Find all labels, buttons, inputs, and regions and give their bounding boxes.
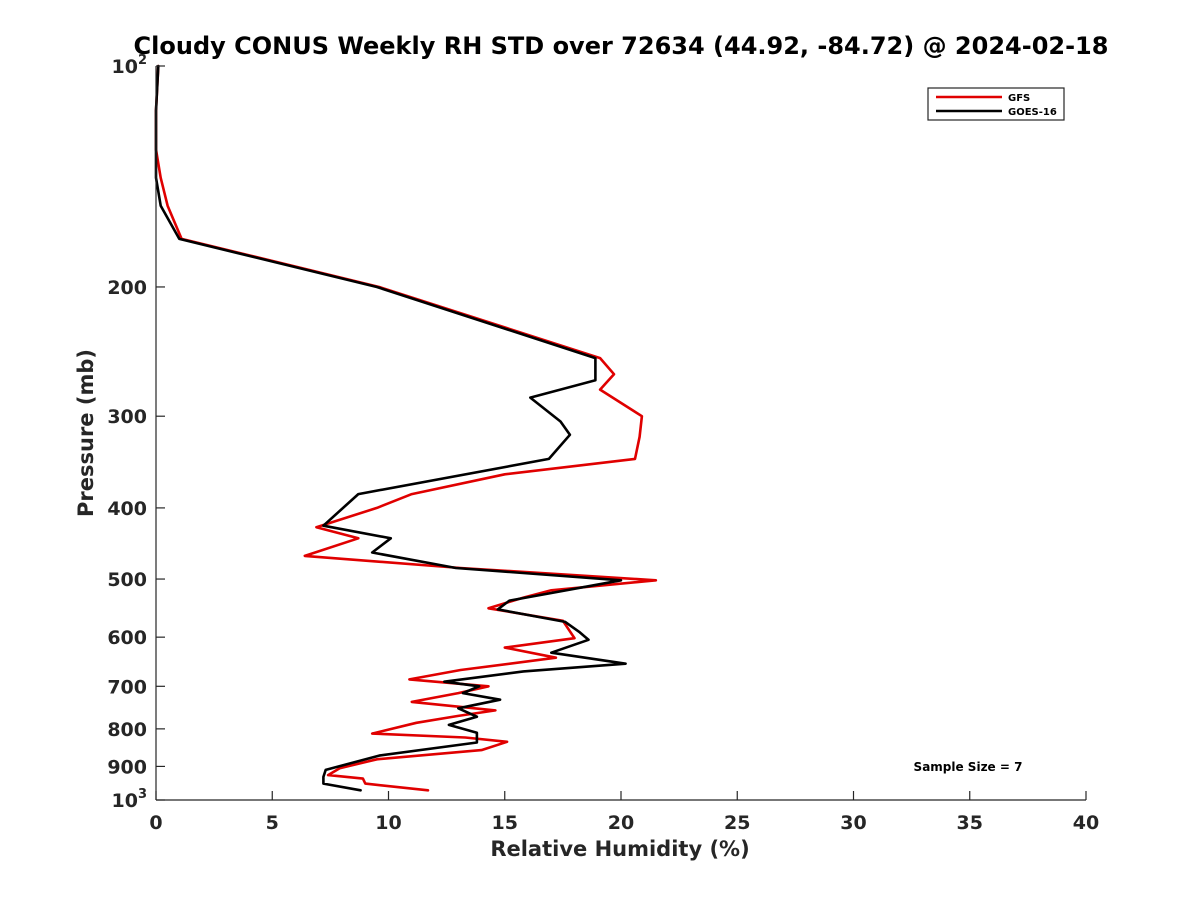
x-tick-label: 35	[957, 812, 983, 834]
y-axis: 102 200 300 400 500 600 700 800 900 103	[107, 53, 165, 812]
legend-box	[927, 87, 1065, 121]
x-axis-label: Relative Humidity (%)	[490, 837, 749, 861]
legend: GFS GOES-16	[927, 87, 1065, 121]
series-line-goes-16	[154, 64, 627, 792]
x-axis: 0 5 10 15 20 25 30 35 40	[149, 791, 1099, 834]
legend-label-goes-16: GOES-16	[1008, 107, 1057, 118]
y-axis-label: Pressure (mb)	[74, 349, 98, 517]
x-tick-label: 20	[608, 812, 634, 834]
y-tick-label: 800	[107, 719, 147, 741]
chart-title: Cloudy CONUS Weekly RH STD over 72634 (4…	[134, 32, 1109, 60]
x-tick-label: 40	[1073, 812, 1099, 834]
series-line-gfs	[154, 64, 658, 792]
y-tick-label: 700	[107, 676, 147, 698]
x-tick-label: 0	[149, 812, 162, 834]
legend-label-gfs: GFS	[1008, 93, 1030, 104]
y-tick-label: 102	[112, 53, 148, 78]
y-tick-label: 103	[112, 787, 148, 812]
x-tick-label: 25	[724, 812, 750, 834]
y-tick-label: 400	[107, 498, 147, 520]
y-tick-label: 300	[107, 406, 147, 428]
y-tick-label: 200	[107, 277, 147, 299]
y-tick-label: 600	[107, 627, 147, 649]
x-tick-label: 5	[266, 812, 279, 834]
y-tick-label: 500	[107, 569, 147, 591]
plot-area	[154, 64, 658, 792]
y-tick-label: 900	[107, 756, 147, 778]
x-tick-label: 30	[840, 812, 866, 834]
x-tick-label: 15	[492, 812, 518, 834]
x-tick-label: 10	[375, 812, 401, 834]
sample-size-annotation: Sample Size = 7	[914, 760, 1023, 774]
